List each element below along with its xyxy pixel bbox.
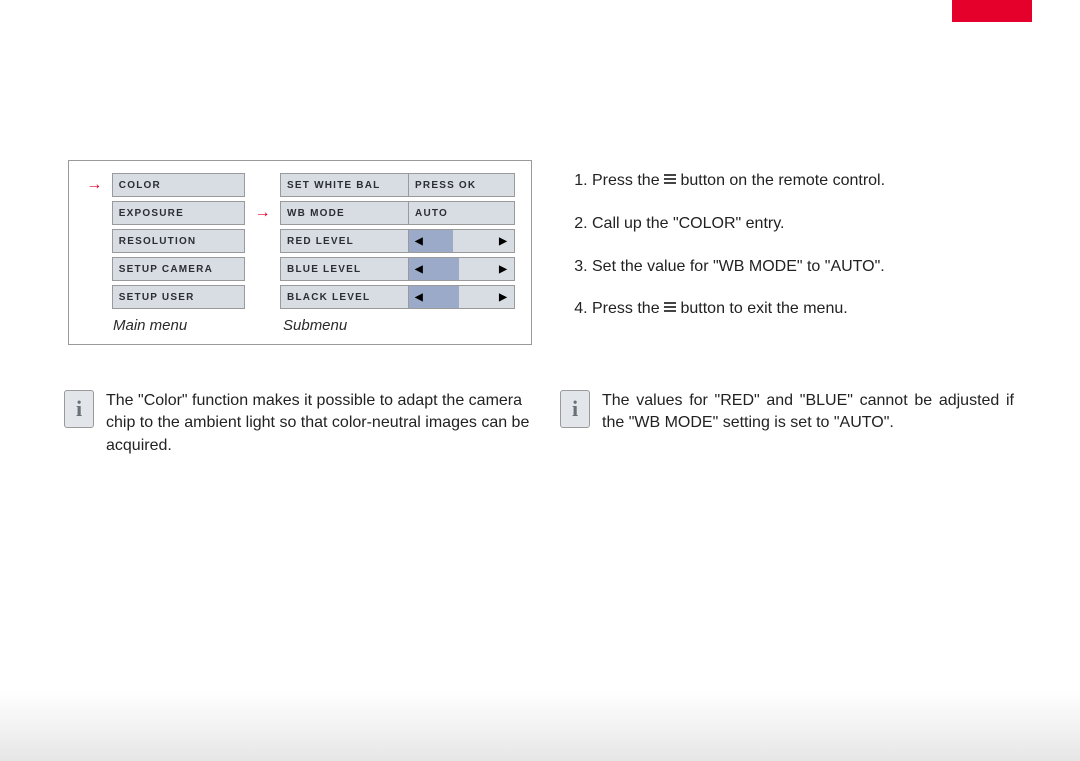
pointer-cell: → xyxy=(85,173,104,197)
main-menu-item-label: SETUP USER xyxy=(113,292,201,303)
page-footer-gradient xyxy=(0,691,1080,761)
submenu-item-label: WB MODE xyxy=(281,202,409,224)
main-menu-item: EXPOSURE xyxy=(112,201,245,225)
info-note-left: i The "Color" function makes it possible… xyxy=(64,390,536,457)
submenu-pointer-col: → xyxy=(253,173,272,309)
step-text: Press the xyxy=(592,300,664,317)
info-note-right: i The values for "RED" and "BLUE" cannot… xyxy=(560,390,1014,435)
pointer-cell xyxy=(253,285,272,309)
step-text: button to exit the menu. xyxy=(676,300,848,317)
step-text: Call up the "COLOR" entry. xyxy=(592,215,784,232)
submenu-caption: Submenu xyxy=(283,317,347,334)
main-menu-pointer-col: → xyxy=(85,173,104,309)
main-menu-item-label: COLOR xyxy=(113,180,167,191)
step-text: Press the xyxy=(592,172,664,189)
submenu-item-value: ◀▶ xyxy=(409,286,514,308)
main-menu-item-label: SETUP CAMERA xyxy=(113,264,219,275)
submenu-item: BLUE LEVEL◀▶ xyxy=(280,257,515,281)
menu-button-icon xyxy=(664,302,676,314)
main-menu-item-label: EXPOSURE xyxy=(113,208,190,219)
info-text-right: The values for "RED" and "BLUE" cannot b… xyxy=(602,390,1014,435)
submenu-item-label: RED LEVEL xyxy=(281,230,409,252)
pointer-cell xyxy=(253,173,272,197)
main-menu-item: SETUP USER xyxy=(112,285,245,309)
submenu-item-value: ◀▶ xyxy=(409,258,514,280)
main-menu-item: RESOLUTION xyxy=(112,229,245,253)
slider-right-arrow-icon: ▶ xyxy=(499,230,508,252)
pointer-cell xyxy=(85,201,104,225)
submenu-item-label: SET WHITE BAL xyxy=(281,174,409,196)
main-menu-caption: Main menu xyxy=(85,317,283,334)
submenu-item: RED LEVEL◀▶ xyxy=(280,229,515,253)
pointer-cell xyxy=(85,229,104,253)
main-menu-column: COLOR EXPOSURE RESOLUTION SETUP CAMERA SETUP… xyxy=(112,173,245,309)
instruction-step: Set the value for "WB MODE" to "AUTO". xyxy=(592,257,1006,278)
submenu-item-label: BLUE LEVEL xyxy=(281,258,409,280)
info-text-left: The "Color" function makes it possible t… xyxy=(106,390,536,457)
slider-right-arrow-icon: ▶ xyxy=(499,258,508,280)
step-text: button on the remote control. xyxy=(676,172,885,189)
instruction-steps: Press the button on the remote control. C… xyxy=(566,171,1006,342)
slider-left-arrow-icon: ◀ xyxy=(415,258,424,280)
pointer-arrow-icon: → xyxy=(255,205,271,221)
slider-left-arrow-icon: ◀ xyxy=(415,230,424,252)
pointer-cell xyxy=(253,229,272,253)
submenu-item: WB MODEAUTO xyxy=(280,201,515,225)
pointer-cell: → xyxy=(253,201,272,225)
main-menu-item: COLOR xyxy=(112,173,245,197)
corner-brand-tab xyxy=(952,0,1032,22)
submenu-item-value: PRESS OK xyxy=(409,174,514,196)
submenu-item-value: AUTO xyxy=(409,202,514,224)
instruction-step: Call up the "COLOR" entry. xyxy=(592,214,1006,235)
main-menu-item: SETUP CAMERA xyxy=(112,257,245,281)
pointer-arrow-icon: → xyxy=(86,177,102,193)
submenu-column: SET WHITE BALPRESS OKWB MODEAUTORED LEVE… xyxy=(280,173,515,309)
submenu-item: BLACK LEVEL◀▶ xyxy=(280,285,515,309)
slider-right-arrow-icon: ▶ xyxy=(499,286,508,308)
submenu-item-value: ◀▶ xyxy=(409,230,514,252)
info-icon: i xyxy=(64,390,94,428)
submenu-item: SET WHITE BALPRESS OK xyxy=(280,173,515,197)
info-icon: i xyxy=(560,390,590,428)
main-menu-item-label: RESOLUTION xyxy=(113,236,203,247)
menu-diagram: → COLOR EXPOSURE RESOLUTION SETUP CAMERA SET… xyxy=(68,160,532,345)
step-text: Set the value for "WB MODE" to "AUTO". xyxy=(592,258,885,275)
submenu-item-label: BLACK LEVEL xyxy=(281,286,409,308)
menu-button-icon xyxy=(664,174,676,186)
instruction-step: Press the button on the remote control. xyxy=(592,171,1006,192)
pointer-cell xyxy=(85,285,104,309)
pointer-cell xyxy=(85,257,104,281)
slider-left-arrow-icon: ◀ xyxy=(415,286,424,308)
instruction-step: Press the button to exit the menu. xyxy=(592,299,1006,320)
pointer-cell xyxy=(253,257,272,281)
